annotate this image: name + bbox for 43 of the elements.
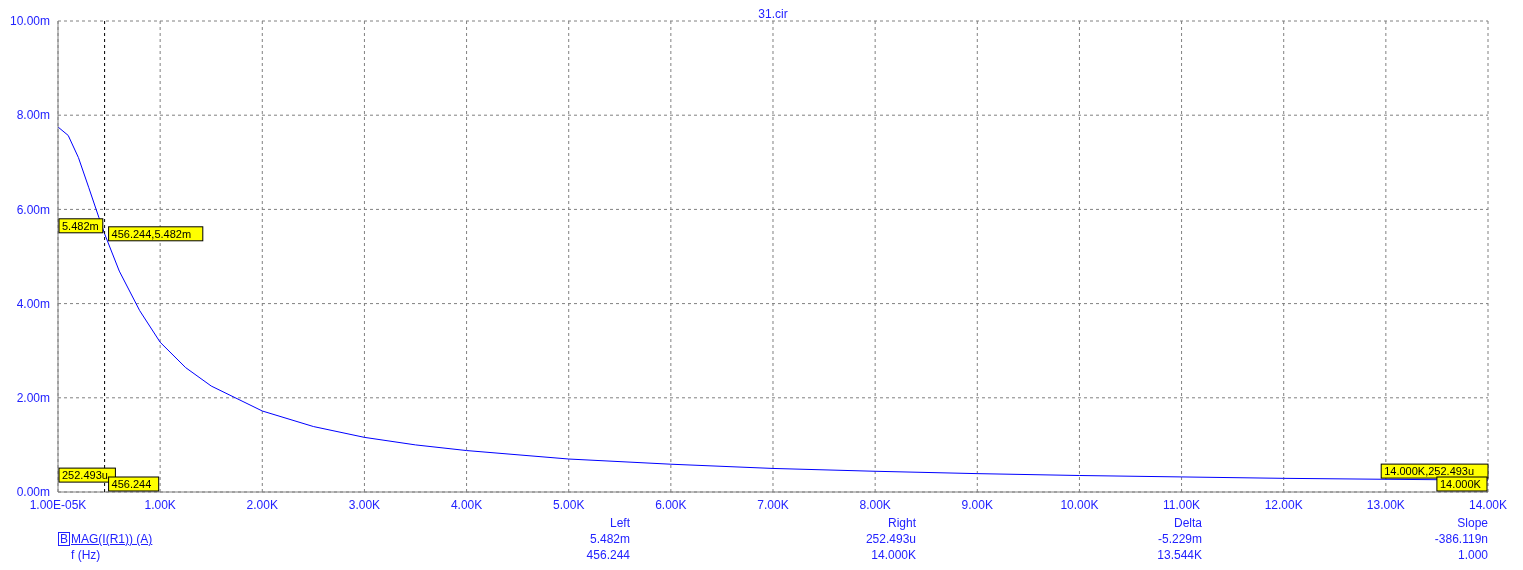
x-axis-title: f (Hz) (71, 548, 101, 562)
x-tick-label: 6.00K (655, 497, 687, 512)
x-tick-label: 3.00K (348, 497, 381, 512)
x-tick-label: 9.00K (961, 497, 993, 512)
x-tick-label: 4.00K (450, 497, 483, 512)
x-tick-label: 11.00K (1162, 497, 1201, 512)
x-tick-label: 14.00K (1468, 497, 1508, 512)
chart-title: 31.cir (757, 7, 789, 21)
x-tick-label: 1.00K (144, 497, 176, 512)
y-tick-label: 10.00m (9, 14, 50, 29)
y-tick-label: 6.00m (16, 202, 50, 217)
text: Left (609, 516, 630, 530)
text: 1.000 (1456, 548, 1488, 562)
text: 252.493u (864, 532, 916, 546)
text: -5.229m (1156, 532, 1202, 546)
annotation: 456.244 (111, 478, 152, 490)
annotation: 14.000K,252.493u (1384, 465, 1475, 478)
x-tick-label: 5.00K (553, 497, 585, 512)
text: Right (887, 516, 916, 530)
x-tick-label: 8.00K (859, 497, 891, 512)
text: B (58, 532, 71, 546)
text: 13.544K (1156, 548, 1202, 562)
y-tick-label: 8.00m (16, 108, 50, 123)
annotation: 456.244,5.482m (111, 227, 192, 240)
x-tick-label: 7.00K (757, 497, 789, 512)
annotation: 14.000K (1439, 478, 1482, 490)
text: 5.482m (588, 532, 630, 546)
text: 14.000K (870, 548, 916, 562)
text: -386.119n (1433, 532, 1488, 546)
annotation: 5.482m (62, 219, 99, 232)
y-tick-label: 0.00m (16, 485, 50, 500)
x-tick-label: 12.00K (1264, 497, 1303, 512)
annotation: 252.493u (62, 469, 108, 482)
x-tick-label: 10.00K (1060, 497, 1099, 512)
y-tick-label: 2.00m (16, 391, 50, 406)
text: Delta (1173, 516, 1202, 530)
x-tick-label: 2.00K (246, 497, 278, 512)
y-tick-label: 4.00m (16, 296, 50, 311)
x-tick-label: 13.00K (1366, 497, 1405, 512)
text: 456.244 (585, 548, 630, 562)
x-tick-label: 1.00E-05K (29, 497, 87, 512)
text: MAG(I(R1)) (A) (71, 532, 153, 546)
text: Slope (1456, 516, 1488, 530)
